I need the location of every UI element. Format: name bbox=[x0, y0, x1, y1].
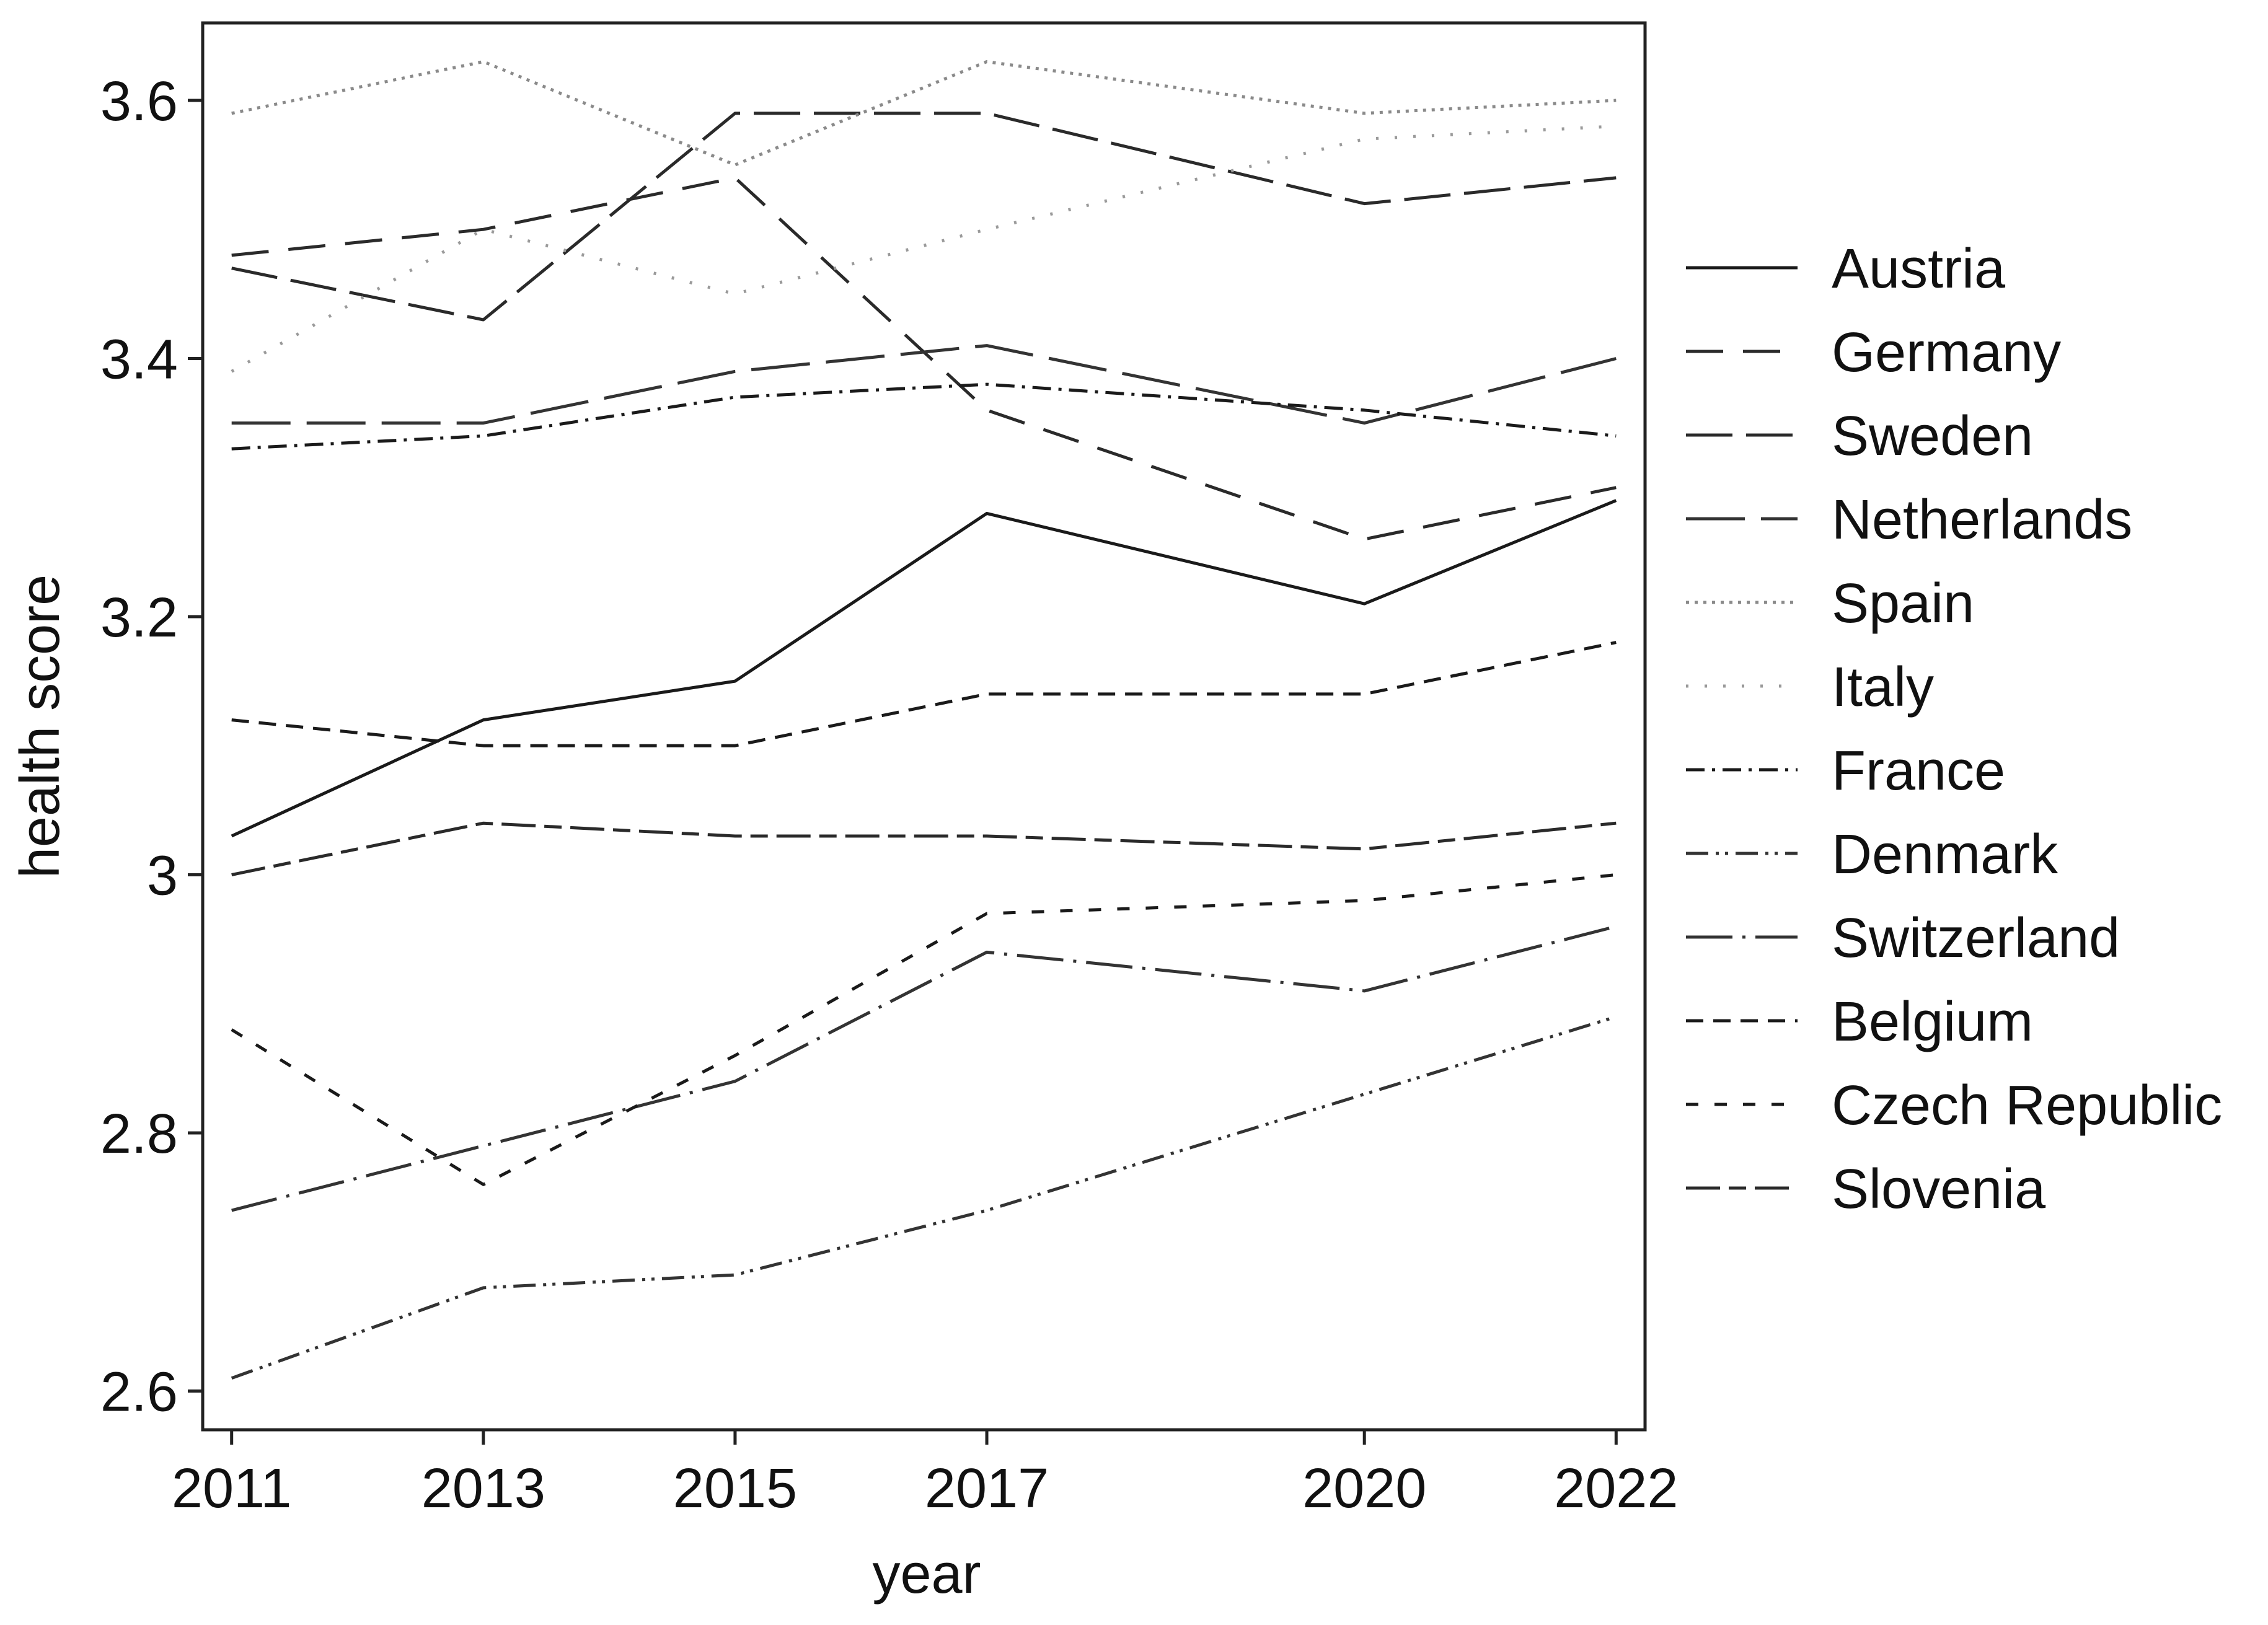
legend-label-switzerland: Switzerland bbox=[1832, 907, 2120, 969]
legend-label-netherlands: Netherlands bbox=[1832, 489, 2132, 551]
legend-label-sweden: Sweden bbox=[1832, 405, 2033, 467]
series-line-spain bbox=[231, 60, 1617, 167]
legend-label-germany: Germany bbox=[1832, 322, 2061, 384]
series-line-sweden bbox=[231, 112, 1617, 322]
legend-label-czech-republic: Czech Republic bbox=[1832, 1075, 2222, 1137]
y-tick-label: 3.6 bbox=[100, 71, 178, 133]
legend-label-denmark: Denmark bbox=[1832, 824, 2058, 886]
series-line-denmark bbox=[231, 1015, 1617, 1380]
y-axis-title: health score bbox=[9, 575, 71, 878]
series-line-france bbox=[231, 382, 1617, 451]
series-line-belgium bbox=[231, 641, 1617, 747]
x-tick-label: 2015 bbox=[673, 1458, 797, 1520]
series-lines bbox=[231, 60, 1617, 1380]
y-tick-label: 3.2 bbox=[100, 587, 178, 649]
legend-label-france: France bbox=[1832, 740, 2005, 802]
legend-label-spain: Spain bbox=[1832, 573, 1974, 635]
legend-label-italy: Italy bbox=[1832, 656, 1934, 718]
y-axis: 2.6 2.8 3 3.2 3.4 3.6 bbox=[100, 71, 203, 1424]
x-tick-label: 2017 bbox=[925, 1458, 1049, 1520]
legend-label-belgium: Belgium bbox=[1832, 991, 2033, 1053]
plot-frame bbox=[201, 21, 1647, 1432]
y-tick-label: 3 bbox=[147, 845, 178, 907]
x-tick-label: 2022 bbox=[1554, 1458, 1678, 1520]
legend-label-austria: Austria bbox=[1832, 238, 2006, 300]
x-tick-label: 2020 bbox=[1302, 1458, 1426, 1520]
series-line-czech-republic bbox=[231, 873, 1617, 1186]
x-axis: 2011 2013 2015 2017 2020 2022 bbox=[172, 1430, 1678, 1520]
legend: Austria Germany Sweden Netherlands Spain Ital… bbox=[1686, 238, 2222, 1220]
series-line-slovenia bbox=[231, 821, 1617, 876]
series-line-switzerland bbox=[231, 925, 1617, 1212]
y-tick-label: 3.4 bbox=[100, 328, 178, 390]
series-line-austria bbox=[231, 499, 1617, 838]
x-tick-label: 2013 bbox=[421, 1458, 545, 1520]
legend-label-slovenia: Slovenia bbox=[1832, 1158, 2046, 1220]
x-tick-label: 2011 bbox=[172, 1458, 292, 1520]
y-tick-label: 2.6 bbox=[100, 1362, 178, 1424]
x-axis-title: year bbox=[872, 1543, 981, 1605]
y-tick-label: 2.8 bbox=[100, 1103, 178, 1165]
series-line-netherlands bbox=[231, 344, 1617, 425]
